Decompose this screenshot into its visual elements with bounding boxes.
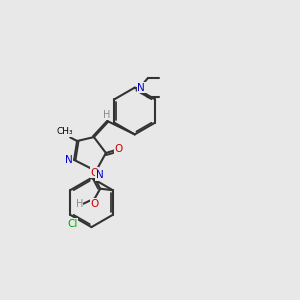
Text: N: N: [65, 155, 73, 165]
Text: CH₃: CH₃: [57, 128, 74, 136]
Text: H: H: [103, 110, 110, 120]
Text: H: H: [76, 199, 83, 209]
Text: O: O: [91, 199, 99, 209]
Text: Cl: Cl: [68, 219, 78, 229]
Text: O: O: [115, 144, 123, 154]
Text: N: N: [96, 170, 104, 181]
Text: N: N: [137, 82, 145, 93]
Text: O: O: [91, 168, 99, 178]
